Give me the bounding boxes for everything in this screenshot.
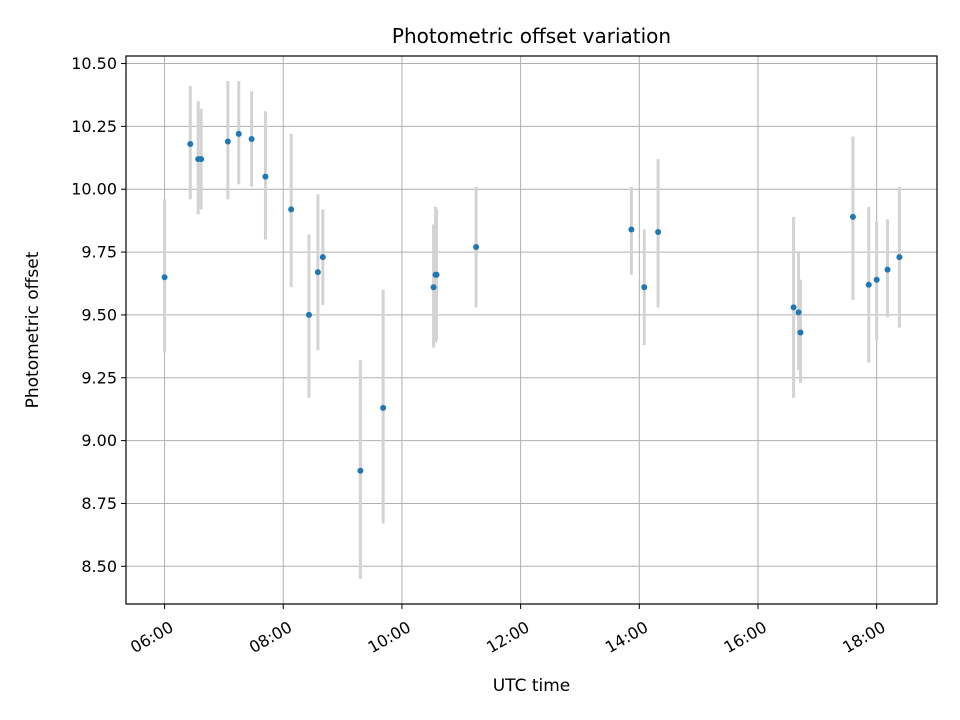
data-point: [248, 135, 255, 142]
data-point: [473, 244, 480, 251]
data-point: [161, 274, 168, 281]
grid: [126, 56, 937, 604]
y-tick-label: 9.75: [81, 243, 117, 262]
data-point: [305, 311, 312, 318]
data-point: [433, 271, 440, 278]
data-point: [224, 138, 231, 145]
x-tick-label: 12:00: [483, 617, 532, 657]
data-point: [198, 156, 205, 163]
data-point: [865, 281, 872, 288]
data-point: [235, 130, 242, 137]
data-point: [849, 213, 856, 220]
y-tick-label: 10.25: [71, 117, 117, 136]
data-point: [628, 226, 635, 233]
y-axis-label: Photometric offset: [23, 251, 43, 408]
data-point: [795, 309, 802, 316]
data-point: [655, 228, 662, 235]
x-tick-label: 14:00: [602, 617, 651, 657]
y-tick-label: 10.50: [71, 54, 117, 73]
x-tick-label: 16:00: [721, 617, 770, 657]
data-point: [884, 266, 891, 273]
y-tick-label: 9.25: [81, 368, 117, 387]
y-axis-ticks: 8.50 8.75 9.00 9.25 9.50 9.75 10.00 10.25 10.50: [71, 54, 126, 576]
chart-title: Photometric offset variation: [392, 24, 671, 48]
plot-frame: [125, 55, 938, 605]
data-point: [790, 304, 797, 311]
x-tick-label: 10:00: [365, 617, 414, 657]
y-tick-label: 9.50: [81, 305, 117, 324]
y-tick-label: 10.00: [71, 180, 117, 199]
y-tick-label: 9.00: [81, 431, 117, 450]
data-point: [357, 467, 364, 474]
data-point: [896, 254, 903, 261]
data-point: [319, 254, 326, 261]
data-point: [797, 329, 804, 336]
data-point: [288, 206, 295, 213]
data-point: [262, 173, 269, 180]
data-point: [380, 404, 387, 411]
data-point: [873, 276, 880, 283]
y-tick-label: 8.75: [81, 494, 117, 513]
x-tick-label: 18:00: [839, 617, 888, 657]
x-tick-label: 06:00: [127, 617, 176, 657]
data-point: [314, 269, 321, 276]
x-axis-ticks: 06:00 08:00 10:00 12:00 14:00 16:00 18:00: [127, 604, 889, 657]
data-points: [161, 130, 903, 474]
x-tick-label: 08:00: [246, 617, 295, 657]
error-bars: [163, 81, 901, 579]
data-point: [430, 284, 437, 291]
data-point: [187, 140, 194, 147]
x-axis-label: UTC time: [493, 676, 571, 696]
data-point: [641, 284, 648, 291]
y-tick-label: 8.50: [81, 557, 117, 576]
